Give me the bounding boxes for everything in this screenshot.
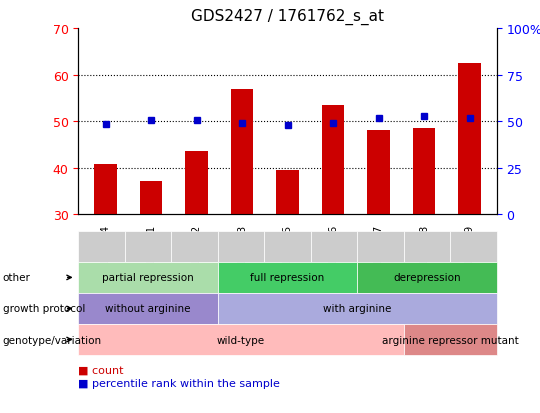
Text: without arginine: without arginine	[105, 304, 191, 314]
Title: GDS2427 / 1761762_s_at: GDS2427 / 1761762_s_at	[191, 9, 384, 25]
Text: growth protocol: growth protocol	[3, 304, 85, 314]
Text: other: other	[3, 273, 31, 283]
Bar	[367, 131, 390, 215]
Bar	[94, 165, 117, 215]
Text: partial repression: partial repression	[102, 273, 194, 283]
Bar	[231, 89, 253, 215]
Text: ■ percentile rank within the sample: ■ percentile rank within the sample	[78, 378, 280, 388]
Bar	[322, 106, 345, 215]
Text: ■ count: ■ count	[78, 365, 124, 375]
Text: with arginine: with arginine	[323, 304, 391, 314]
Bar	[185, 152, 208, 215]
Bar	[276, 171, 299, 215]
Text: wild-type: wild-type	[217, 335, 265, 345]
Text: arginine repressor mutant: arginine repressor mutant	[382, 335, 519, 345]
Text: derepression: derepression	[393, 273, 461, 283]
Text: full repression: full repression	[251, 273, 325, 283]
Text: genotype/variation: genotype/variation	[3, 335, 102, 345]
Bar	[458, 64, 481, 215]
Bar	[413, 129, 435, 215]
Bar	[140, 181, 163, 215]
